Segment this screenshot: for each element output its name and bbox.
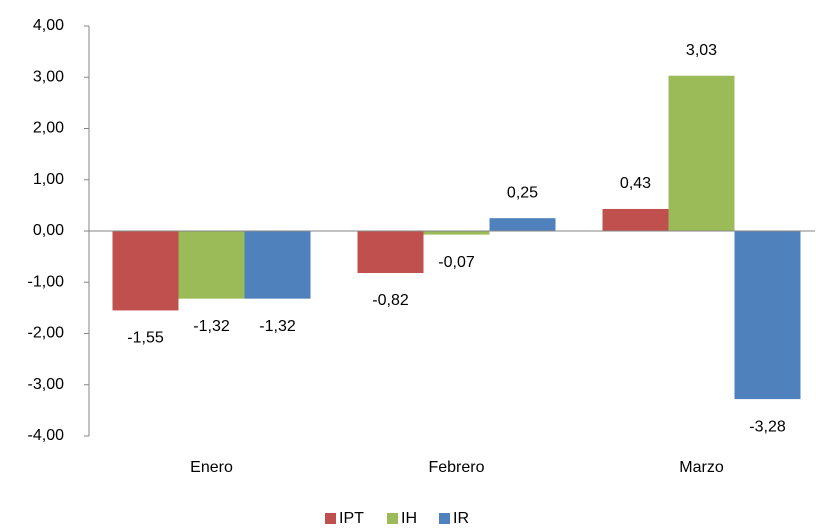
bar <box>423 231 490 235</box>
value-label: -1,32 <box>259 318 296 335</box>
value-label: 0,25 <box>507 184 538 201</box>
bar <box>357 231 424 274</box>
legend-swatch <box>325 513 336 524</box>
bar <box>112 231 179 311</box>
legend-swatch <box>439 513 450 524</box>
value-label: 3,03 <box>686 42 717 59</box>
x-tick-label: Marzo <box>679 459 724 476</box>
y-tick-label: 1,00 <box>33 171 64 188</box>
bar <box>178 231 245 299</box>
legend-label: IPT <box>339 510 364 527</box>
value-label: -0,07 <box>438 254 475 271</box>
legend-label: IH <box>401 510 417 527</box>
bar <box>602 208 669 231</box>
value-label: 0,43 <box>620 175 651 192</box>
bar <box>668 75 735 232</box>
legend-label: IR <box>453 510 469 527</box>
y-tick-label: -1,00 <box>28 273 65 290</box>
y-tick-label: 4,00 <box>33 17 64 34</box>
y-tick-label: 3,00 <box>33 68 64 85</box>
value-label: -3,28 <box>749 418 786 435</box>
y-tick-label: 2,00 <box>33 120 64 137</box>
y-tick-label: 0,00 <box>33 222 64 239</box>
value-label: -0,82 <box>372 292 409 309</box>
bar <box>734 231 801 400</box>
value-label: -1,55 <box>127 330 164 347</box>
y-tick-label: -4,00 <box>28 427 65 444</box>
bar <box>489 218 556 231</box>
y-tick-label: -3,00 <box>28 376 65 393</box>
x-tick-label: Enero <box>190 459 233 476</box>
x-tick-label: Febrero <box>428 459 484 476</box>
y-tick-label: -2,00 <box>28 325 65 342</box>
legend-swatch <box>387 513 398 524</box>
bar <box>244 231 311 299</box>
value-label: -1,32 <box>193 318 230 335</box>
